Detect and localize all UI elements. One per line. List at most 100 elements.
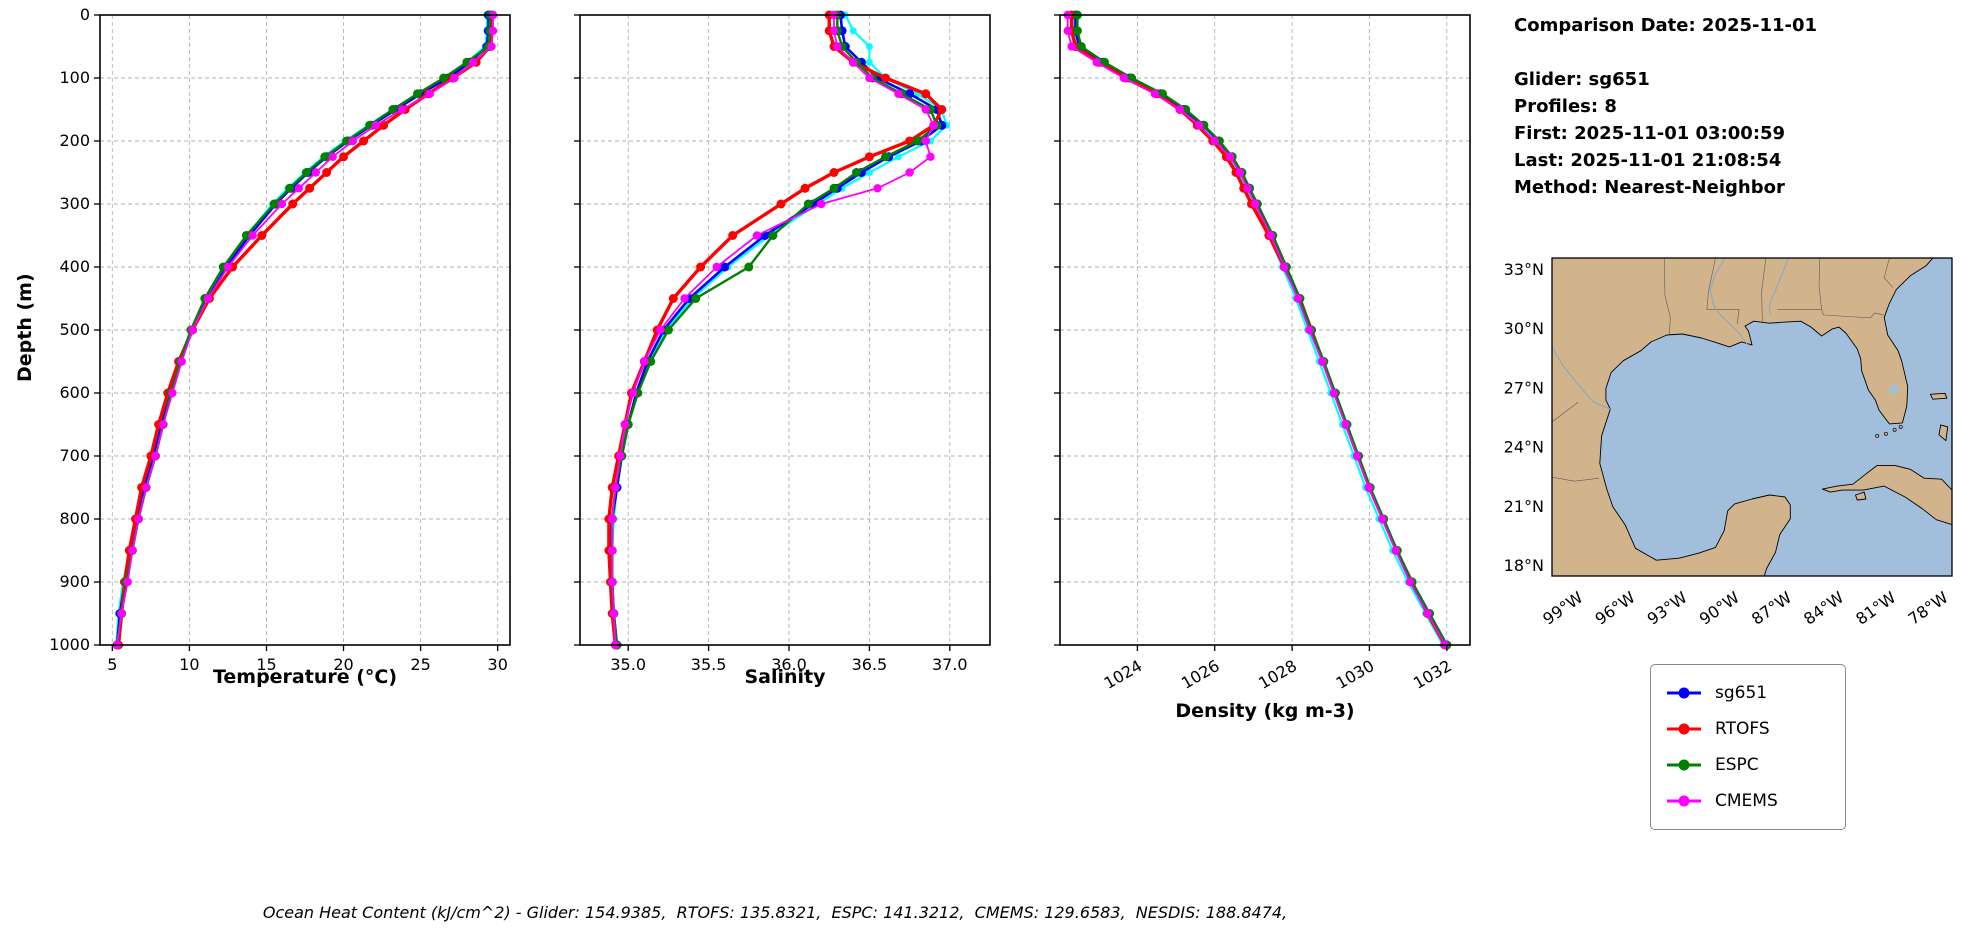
series-marker-ESPC xyxy=(285,183,295,193)
x-tick-label: 1030 xyxy=(1333,656,1378,693)
series-marker-RTOFS xyxy=(776,199,786,209)
series-marker-CMEMS xyxy=(1210,136,1219,146)
series-marker-CMEMS xyxy=(468,58,478,67)
map-lat-label: 18°N xyxy=(1504,556,1544,575)
y-tick-label: 500 xyxy=(59,320,90,339)
series-marker-CMEMS xyxy=(1305,325,1314,335)
series-marker-RTOFS xyxy=(696,262,706,272)
series-marker-CMEMS xyxy=(151,451,160,461)
series-marker-CMEMS xyxy=(1318,357,1327,366)
series-marker-sg651 xyxy=(720,262,730,272)
x-tick-label: 5 xyxy=(107,655,117,674)
y-tick-label: 900 xyxy=(59,572,90,591)
series-marker-CMEMS xyxy=(425,89,434,99)
series-marker-CMEMS xyxy=(656,325,665,335)
series-marker-RTOFS xyxy=(668,294,678,303)
series-marker-CMEMS xyxy=(1235,168,1245,177)
series-marker-CMEMS xyxy=(159,420,168,429)
x-tick-label: 15 xyxy=(256,655,276,674)
series-marker-CMEMS xyxy=(873,184,882,193)
ocean-heat-content-footer: Ocean Heat Content (kJ/cm^2) - Glider: 1… xyxy=(262,903,1288,922)
legend-marker-espc xyxy=(1667,759,1701,771)
map-lat-label: 33°N xyxy=(1504,260,1544,279)
series-marker-CMEMS xyxy=(712,262,721,272)
map-border xyxy=(1551,257,1953,577)
series-marker-CMEMS xyxy=(829,26,839,35)
series-marker-CMEMS xyxy=(1175,105,1185,114)
series-marker-CMEMS xyxy=(177,357,186,366)
legend-item-cmems: CMEMS xyxy=(1665,783,1831,819)
map-lat-label: 30°N xyxy=(1504,319,1544,338)
series-marker-ESPC xyxy=(439,73,449,83)
x-tick-label: 1032 xyxy=(1410,656,1455,693)
series-marker-CMEMS xyxy=(905,168,914,177)
y-tick-label: 300 xyxy=(59,194,90,213)
series-marker-CMEMS xyxy=(1391,546,1400,555)
map-land-cuba xyxy=(1821,464,1952,526)
series-marker-CMEMS xyxy=(488,26,498,35)
legend-item-espc: ESPC xyxy=(1665,747,1831,783)
series-marker-CMEMS xyxy=(1293,294,1303,303)
series-marker-ESPC xyxy=(881,152,890,162)
series-marker-CMEMS xyxy=(203,294,213,303)
temperature-profile-chart: 5 10 15 20 25 3001002003004005006007008009001… xyxy=(49,5,511,674)
series-marker-ESPC xyxy=(829,183,839,193)
series-marker-CMEMS xyxy=(1266,231,1275,240)
series-marker-ESPC xyxy=(852,168,861,177)
series-marker-CMEMS xyxy=(1364,483,1373,492)
series-marker-ESPC xyxy=(388,105,398,114)
map-state-border xyxy=(1818,258,1822,310)
series-marker-CMEMS xyxy=(328,152,337,161)
map-lat-label: 21°N xyxy=(1504,497,1544,516)
series-marker-CMEMS xyxy=(608,577,617,587)
legend-marker-rtofs xyxy=(1667,723,1701,735)
series-marker-CMEMS xyxy=(248,231,257,240)
glider-text: Glider: sg651 xyxy=(1514,69,1650,90)
series-marker-CMEMS xyxy=(1063,26,1072,35)
series-marker-RTOFS xyxy=(339,152,348,162)
first-profile-text: First: 2025-11-01 03:00:59 xyxy=(1514,123,1786,144)
map-state-border xyxy=(1706,258,1740,325)
profiles-text: Profiles: 8 xyxy=(1514,96,1617,117)
x-tick-label: 36.0 xyxy=(771,655,807,674)
map-lon-label: 81°W xyxy=(1852,588,1899,629)
map-lon-label: 87°W xyxy=(1748,588,1795,629)
series-marker-CMEMS xyxy=(1226,152,1235,161)
map-land-andros xyxy=(1938,424,1949,442)
legend-label-sg651: sg651 xyxy=(1715,683,1768,703)
legend-label-espc: ESPC xyxy=(1715,755,1759,775)
map-florida-keys xyxy=(1875,433,1880,438)
series-marker-CMEMS xyxy=(1280,262,1289,272)
x-tick-label: 10 xyxy=(179,655,199,674)
x-tick-label: 37.0 xyxy=(932,655,968,674)
series-marker-RTOFS xyxy=(829,168,839,177)
series-marker-CMEMS xyxy=(128,546,137,555)
x-tick-label: 1028 xyxy=(1255,656,1300,693)
series-marker-ESPC xyxy=(320,152,330,162)
map-state-border xyxy=(1777,309,1884,319)
series-marker-CMEMS xyxy=(1251,199,1260,209)
series-marker-CMEMS xyxy=(833,42,842,51)
series-marker-CMEMS xyxy=(608,514,617,524)
density-axis-label: Density (kg m-3) xyxy=(1175,700,1355,722)
y-tick-label: 400 xyxy=(59,257,90,276)
series-marker-CMEMS xyxy=(609,609,618,618)
legend-marker-cmems xyxy=(1667,795,1701,807)
map-lake-okeechobee xyxy=(1889,384,1899,394)
series-marker-CMEMS xyxy=(348,136,357,146)
map-lon-label: 90°W xyxy=(1696,588,1743,629)
series-marker-CMEMS xyxy=(921,105,930,114)
series-marker-CMEMS xyxy=(1341,420,1350,429)
density-profile-chart: 1024 1026 1028 1030 1032 xyxy=(1054,10,1471,693)
legend-label-rtofs: RTOFS xyxy=(1715,719,1770,739)
legend-marker-sg651 xyxy=(1667,687,1701,699)
series-marker-CMEMS xyxy=(1067,42,1076,51)
series-marker-ESPC xyxy=(691,294,701,303)
series-marker-RTOFS xyxy=(322,168,332,177)
x-tick-label: 25 xyxy=(410,655,430,674)
series-marker-ESPC xyxy=(768,231,778,240)
x-tick-label: 20 xyxy=(333,655,353,674)
series-marker-CMEMS xyxy=(397,105,407,114)
series-marker-CMEMS xyxy=(117,609,126,618)
